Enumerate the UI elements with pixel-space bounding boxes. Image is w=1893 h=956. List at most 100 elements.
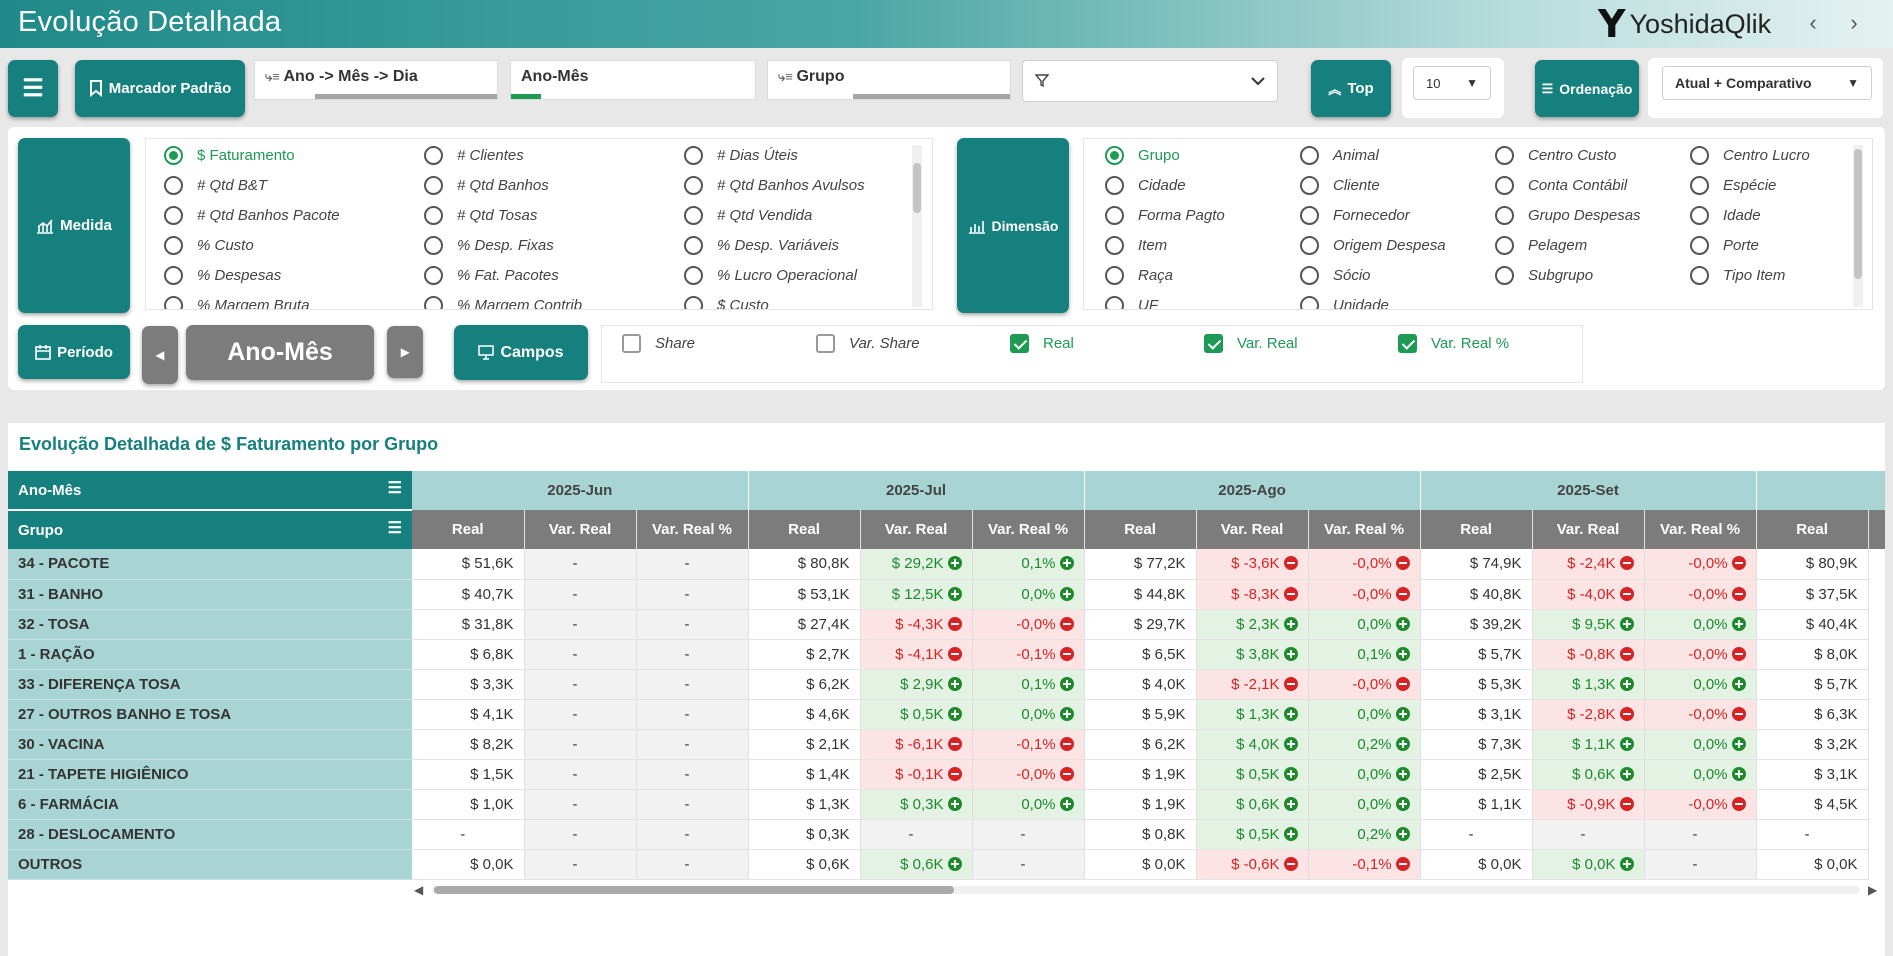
- field-anomes[interactable]: Ano-Mês: [510, 60, 756, 100]
- measure-option[interactable]: $ Faturamento: [164, 146, 295, 165]
- measure-option[interactable]: % Margem Contrib: [424, 296, 582, 309]
- row-header[interactable]: 28 - DESLOCAMENTO: [8, 819, 412, 850]
- measure-option[interactable]: % Custo: [164, 236, 254, 255]
- dimension-option[interactable]: Grupo: [1105, 146, 1180, 165]
- field-checkbox[interactable]: Share: [622, 334, 695, 353]
- measure-option[interactable]: $ Custo: [684, 296, 769, 309]
- measure-subheader[interactable]: Var. Real: [1196, 510, 1309, 549]
- dimension-option[interactable]: Porte: [1690, 236, 1759, 255]
- dimension-button[interactable]: Dimensão: [957, 138, 1069, 313]
- row-header[interactable]: 32 - TOSA: [8, 609, 412, 640]
- dim-header-period[interactable]: Ano-Mês ☰: [8, 471, 412, 510]
- dimension-option[interactable]: Grupo Despesas: [1495, 206, 1641, 225]
- compare-select[interactable]: Atual + Comparativo ▼: [1662, 66, 1872, 100]
- row-header[interactable]: 1 - RAÇÃO: [8, 639, 412, 670]
- measure-subheader[interactable]: Var. Real: [524, 510, 637, 549]
- dimension-option[interactable]: Idade: [1690, 206, 1761, 225]
- measure-option[interactable]: % Despesas: [164, 266, 281, 285]
- measure-subheader[interactable]: Real: [412, 510, 525, 549]
- dimension-option[interactable]: Sócio: [1300, 266, 1371, 285]
- dimension-option[interactable]: Item: [1105, 236, 1167, 255]
- drill-group-field[interactable]: ⤷≡ Grupo: [767, 60, 1011, 100]
- measure-option[interactable]: # Qtd Tosas: [424, 206, 537, 225]
- row-header[interactable]: 33 - DIFERENÇA TOSA: [8, 669, 412, 700]
- radio-icon: [1105, 266, 1124, 285]
- row-header[interactable]: 30 - VACINA: [8, 729, 412, 760]
- dimension-option[interactable]: Unidade: [1300, 296, 1389, 309]
- dimension-scroll-thumb[interactable]: [1854, 149, 1862, 279]
- scroll-left-icon[interactable]: ◀: [414, 883, 424, 897]
- measure-option[interactable]: % Fat. Pacotes: [424, 266, 559, 285]
- top-select[interactable]: 10 ▼: [1413, 66, 1491, 100]
- hscroll-thumb[interactable]: [434, 886, 954, 894]
- next-sheet-button[interactable]: ›: [1850, 10, 1858, 35]
- measure-option[interactable]: % Desp. Variáveis: [684, 236, 839, 255]
- measure-subheader[interactable]: Real: [748, 510, 861, 549]
- measure-subheader[interactable]: Var. Real %: [972, 510, 1085, 549]
- measure-scroll-thumb[interactable]: [913, 163, 921, 213]
- dimension-option[interactable]: Conta Contábil: [1495, 176, 1627, 195]
- measure-subheader[interactable]: Var. Real: [860, 510, 973, 549]
- measure-option[interactable]: # Clientes: [424, 146, 524, 165]
- filter-select[interactable]: [1022, 60, 1278, 102]
- top-button[interactable]: ︽ Top: [1311, 60, 1391, 117]
- dimension-scrollbar[interactable]: [1853, 145, 1863, 307]
- bookmark-button[interactable]: Marcador Padrão: [75, 60, 245, 117]
- measure-option[interactable]: % Lucro Operacional: [684, 266, 857, 285]
- menu-button[interactable]: ☰: [8, 60, 58, 117]
- measure-subheader[interactable]: Var. Real %: [1644, 510, 1757, 549]
- measure-option[interactable]: # Qtd Banhos Avulsos: [684, 176, 865, 195]
- row-header[interactable]: 31 - BANHO: [8, 579, 412, 610]
- row-header[interactable]: 34 - PACOTE: [8, 549, 412, 580]
- period-prev-button[interactable]: ◂: [142, 326, 178, 384]
- field-checkbox[interactable]: Real: [1010, 334, 1074, 353]
- dimension-option[interactable]: Subgrupo: [1495, 266, 1593, 285]
- dimension-option[interactable]: Espécie: [1690, 176, 1776, 195]
- dimension-option[interactable]: UF: [1105, 296, 1158, 309]
- dimension-option[interactable]: Fornecedor: [1300, 206, 1410, 225]
- measure-subheader[interactable]: Real: [1756, 510, 1869, 549]
- dimension-option[interactable]: Cidade: [1105, 176, 1186, 195]
- row-header[interactable]: 27 - OUTROS BANHO E TOSA: [8, 699, 412, 730]
- measure-option[interactable]: # Qtd Banhos Pacote: [164, 206, 340, 225]
- dim-header-group[interactable]: Grupo ☰: [8, 509, 412, 549]
- measure-subheader[interactable]: Real: [1420, 510, 1533, 549]
- measure-scrollbar[interactable]: [912, 145, 922, 307]
- prev-sheet-button[interactable]: ‹: [1809, 10, 1817, 35]
- field-checkbox[interactable]: Var. Real: [1204, 334, 1298, 353]
- row-header[interactable]: 21 - TAPETE HIGIÊNICO: [8, 759, 412, 790]
- measure-subheader[interactable]: Var. Real: [1868, 510, 1885, 549]
- measure-subheader[interactable]: Var. Real %: [1308, 510, 1421, 549]
- dimension-option[interactable]: Origem Despesa: [1300, 236, 1446, 255]
- dimension-option[interactable]: Forma Pagto: [1105, 206, 1225, 225]
- row-header[interactable]: OUTROS: [8, 849, 412, 880]
- measure-option[interactable]: # Dias Úteis: [684, 146, 798, 165]
- dimension-option[interactable]: Animal: [1300, 146, 1379, 165]
- measure-option[interactable]: % Desp. Fixas: [424, 236, 554, 255]
- period-button[interactable]: Período: [18, 325, 130, 379]
- fields-button[interactable]: Campos: [454, 325, 588, 380]
- measure-subheader[interactable]: Real: [1084, 510, 1197, 549]
- scroll-right-icon[interactable]: ▶: [1868, 883, 1878, 897]
- measure-option[interactable]: # Qtd Vendida: [684, 206, 812, 225]
- measure-subheader[interactable]: Var. Real: [1532, 510, 1645, 549]
- field-checkbox[interactable]: Var. Real %: [1398, 334, 1509, 353]
- period-next-button[interactable]: ▸: [387, 326, 423, 378]
- dimension-option[interactable]: Pelagem: [1495, 236, 1587, 255]
- dimension-option[interactable]: Raça: [1105, 266, 1173, 285]
- measure-option[interactable]: % Margem Bruta: [164, 296, 310, 309]
- measure-button[interactable]: Medida: [18, 138, 130, 313]
- table-hscrollbar[interactable]: [432, 886, 1860, 894]
- dimension-option[interactable]: Centro Lucro: [1690, 146, 1810, 165]
- measure-option[interactable]: # Qtd Banhos: [424, 176, 549, 195]
- sort-button[interactable]: ☰ Ordenação: [1535, 60, 1639, 117]
- dimension-option[interactable]: Cliente: [1300, 176, 1380, 195]
- table-cell: $ 1,1K: [1532, 729, 1645, 760]
- field-checkbox[interactable]: Var. Share: [816, 334, 920, 353]
- dimension-option[interactable]: Tipo Item: [1690, 266, 1785, 285]
- measure-subheader[interactable]: Var. Real %: [636, 510, 749, 549]
- dimension-option[interactable]: Centro Custo: [1495, 146, 1616, 165]
- measure-option[interactable]: # Qtd B&T: [164, 176, 267, 195]
- drill-date-field[interactable]: ⤷≡ Ano -> Mês -> Dia: [254, 60, 498, 100]
- row-header[interactable]: 6 - FARMÁCIA: [8, 789, 412, 820]
